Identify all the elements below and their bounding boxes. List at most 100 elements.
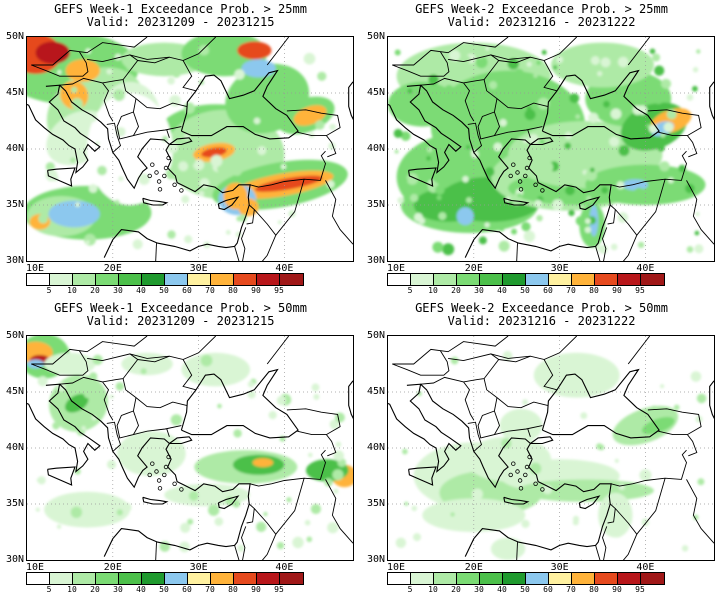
coastline <box>709 380 714 419</box>
probability-speckle <box>400 131 411 141</box>
longitude-label: 30E <box>189 263 208 274</box>
longitude-label: 20E <box>103 263 122 274</box>
probability-speckle <box>667 177 674 184</box>
panel-title: GEFS Week-2 Exceedance Prob. > 50mm <box>415 301 668 315</box>
probability-speckle <box>56 524 62 529</box>
probability-speckle <box>317 71 327 81</box>
probability-speckle <box>464 133 470 139</box>
colorbar-tick-label: 30 <box>113 585 123 594</box>
coastline <box>59 383 251 557</box>
probability-speckle <box>632 98 638 104</box>
precip-map <box>387 36 715 262</box>
probability-speckle <box>568 209 575 217</box>
probability-speckle <box>138 173 150 185</box>
coastline <box>578 495 601 510</box>
probability-field <box>395 351 707 560</box>
probability-speckle <box>277 542 285 550</box>
probability-speckle <box>183 102 195 114</box>
border-line <box>31 336 148 365</box>
colorbar-tick-label: 5 <box>407 286 413 295</box>
latitude-label: 50N <box>5 31 24 42</box>
colorbar-tick-label: 60 <box>182 286 192 295</box>
probability-speckle <box>556 56 564 64</box>
probability-speckle <box>188 491 199 501</box>
probability-speckle <box>423 204 429 210</box>
probability-speckle <box>37 376 48 387</box>
border-line <box>636 179 666 236</box>
border-line <box>516 542 518 560</box>
island-outline <box>150 461 155 466</box>
island-outline <box>163 165 169 171</box>
panel-valid-dates: Valid: 20231209 - 20231215 <box>86 15 275 29</box>
coastline <box>388 84 462 174</box>
border-line <box>420 77 475 122</box>
probability-speckle <box>253 117 261 125</box>
probability-speckle <box>311 383 320 392</box>
latitude-label: 35N <box>366 498 385 509</box>
probability-speckle <box>517 193 522 198</box>
coastline <box>408 466 437 486</box>
colorbar-tick-label: 80 <box>589 585 599 594</box>
latitude-label: 35N <box>5 498 24 509</box>
island-outline <box>515 170 520 175</box>
colorbar-tick-label: 30 <box>113 286 123 295</box>
colorbar-swatch <box>188 274 211 285</box>
island-outline <box>157 486 163 491</box>
probability-speckle <box>585 169 598 181</box>
probability-speckle <box>660 384 665 389</box>
country-borders <box>31 336 353 560</box>
probability-speckle <box>184 235 193 244</box>
probability-speckle <box>335 441 342 448</box>
border-line <box>543 37 578 61</box>
probability-speckle <box>97 165 107 176</box>
probability-speckle <box>75 202 80 208</box>
coastline <box>530 137 554 146</box>
border-line <box>325 180 353 245</box>
longitude-label: 10E <box>387 263 406 274</box>
colorbar-tick-label: 40 <box>136 585 146 594</box>
probability-speckle <box>673 404 680 411</box>
colorbar-tick-label: 95 <box>274 286 284 295</box>
probability-speckle <box>618 145 630 157</box>
colorbar-swatch <box>572 573 595 584</box>
island-outline <box>517 478 523 483</box>
island-outline <box>147 173 152 179</box>
probability-speckle <box>498 240 510 252</box>
longitude-label: 30E <box>550 562 569 573</box>
probability-speckle <box>37 476 46 485</box>
border-line <box>266 336 290 365</box>
probability-speckle <box>522 399 528 406</box>
country-borders <box>392 336 714 560</box>
island-outline <box>533 481 538 486</box>
colorbar-swatch <box>641 274 664 285</box>
probability-speckle <box>167 77 175 85</box>
colorbar-tick-label: 90 <box>251 585 261 594</box>
probability-speckle <box>313 393 320 400</box>
probability-speckle <box>534 199 542 208</box>
border-line <box>241 526 247 560</box>
latitude-label: 30N <box>366 554 385 565</box>
probability-speckle <box>414 212 423 222</box>
colorbar-swatch <box>257 573 280 584</box>
graticule <box>27 336 353 560</box>
island-outline <box>162 472 167 478</box>
latitude-label: 50N <box>366 330 385 341</box>
longitude-label: 40E <box>275 263 294 274</box>
island-outline <box>523 173 528 179</box>
coastlines <box>388 69 714 261</box>
probability-speckle <box>694 244 704 254</box>
island-outline <box>540 487 545 492</box>
probability-speckle <box>393 128 403 138</box>
precip-map <box>26 36 354 262</box>
probability-field <box>27 37 348 250</box>
colorbar-tick-label: 70 <box>205 286 215 295</box>
probability-speckle <box>407 88 413 94</box>
longitude-label: 30E <box>189 562 208 573</box>
border-line <box>687 434 698 457</box>
colorbar-swatch <box>618 274 641 285</box>
country-borders <box>31 37 353 261</box>
colorbar <box>387 273 665 286</box>
probability-speckle <box>174 135 179 141</box>
probability-speckle <box>482 120 491 129</box>
probability-speckle <box>237 544 245 552</box>
